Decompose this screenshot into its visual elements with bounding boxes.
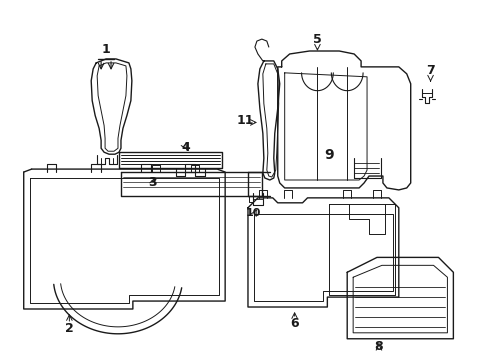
- Text: 10: 10: [245, 208, 260, 218]
- Text: 1: 1: [102, 42, 110, 55]
- Text: 5: 5: [312, 33, 321, 46]
- Text: 8: 8: [374, 340, 383, 353]
- Text: 9: 9: [324, 148, 333, 162]
- Text: 2: 2: [65, 322, 74, 336]
- Text: 7: 7: [426, 64, 434, 77]
- Text: 6: 6: [290, 318, 298, 330]
- Text: 11: 11: [236, 114, 253, 127]
- Text: 4: 4: [181, 141, 189, 154]
- Text: 3: 3: [148, 176, 157, 189]
